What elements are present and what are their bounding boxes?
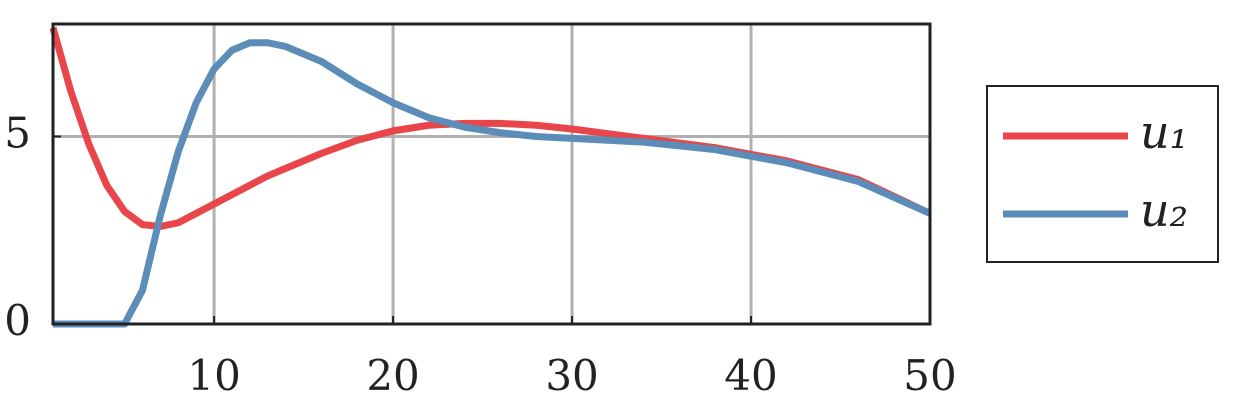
x-tick-label: 40 [724, 351, 777, 400]
x-tick-label: 30 [545, 351, 598, 400]
legend [986, 85, 1219, 263]
legend-label: u₂ [1140, 183, 1188, 237]
y-tick-label: 0 [4, 296, 31, 345]
line-series [49, 26, 932, 230]
x-tick-label: 50 [903, 351, 956, 400]
plot [49, 26, 932, 328]
grid [53, 24, 932, 326]
legend-label: u₁ [1140, 105, 1188, 159]
line-series [53, 39, 932, 328]
y-tick-label: 5 [4, 109, 31, 158]
axes-frame [51, 22, 932, 326]
x-tick-label: 10 [187, 351, 240, 400]
x-tick-label: 20 [366, 351, 419, 400]
